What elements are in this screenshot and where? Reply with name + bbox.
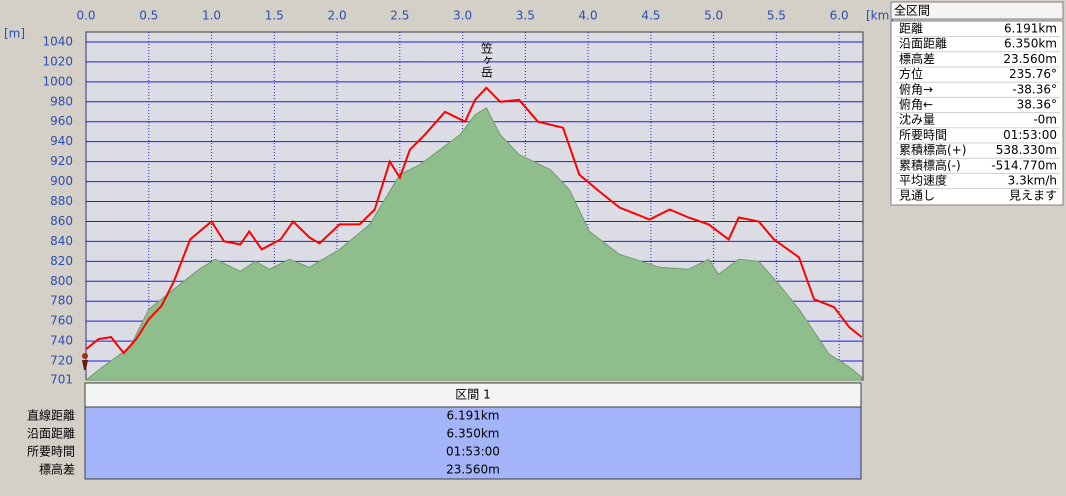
summary-label: 平均速度 bbox=[899, 173, 947, 188]
x-tick-label: 3.5 bbox=[516, 9, 535, 23]
summary-value: 235.76° bbox=[1009, 67, 1057, 81]
summary-label: 方位 bbox=[899, 66, 923, 81]
summary-value: 6.191km bbox=[1004, 22, 1057, 36]
peak-annotation: 笠ヶ岳 bbox=[479, 41, 493, 78]
summary-label: 累積標高(-) bbox=[899, 157, 961, 172]
y-tick-label: 940 bbox=[50, 134, 73, 148]
summary-value: 01:53:00 bbox=[1003, 128, 1057, 142]
summary-value: -514.770m bbox=[991, 158, 1057, 172]
x-tick-label: 1.5 bbox=[265, 9, 284, 23]
summary-value: 23.560m bbox=[1003, 52, 1057, 66]
y-tick-label: 820 bbox=[50, 254, 73, 268]
summary-value: -38.36° bbox=[1012, 82, 1057, 96]
summary-value: 538.330m bbox=[996, 143, 1057, 157]
y-tick-label: 800 bbox=[50, 274, 73, 288]
summary-label: 距離 bbox=[899, 22, 923, 36]
y-tick-label: 900 bbox=[50, 174, 73, 188]
x-tick-label: 5.5 bbox=[767, 9, 786, 23]
x-tick-label: 6.0 bbox=[830, 9, 849, 23]
y-tick-label: 1020 bbox=[42, 54, 73, 68]
x-tick-label: 2.0 bbox=[328, 9, 347, 23]
y-tick-label: 860 bbox=[50, 214, 73, 228]
section-rows: 直線距離 6.191km 沿面距離 6.350km 所要時間 01:53:00 標高差 23.… bbox=[27, 408, 500, 477]
y-tick-label: 960 bbox=[50, 114, 73, 128]
start-marker bbox=[82, 353, 88, 370]
x-tick-label: 5.0 bbox=[704, 9, 723, 23]
section-label: 沿面距離 bbox=[27, 427, 75, 441]
x-tick-label: 4.0 bbox=[579, 9, 598, 23]
y-tick-label: 740 bbox=[50, 334, 73, 348]
summary-label: 沈み量 bbox=[899, 112, 935, 127]
y-unit: [m] bbox=[4, 27, 25, 41]
summary-label: 見通し bbox=[899, 189, 935, 203]
section-body bbox=[84, 406, 862, 480]
summary-value: -0m bbox=[1033, 113, 1057, 127]
x-tick-label: 2.5 bbox=[390, 9, 409, 23]
x-tick-label: 4.5 bbox=[641, 9, 660, 23]
section-value: 23.560m bbox=[446, 463, 500, 477]
section-value: 6.350km bbox=[447, 427, 500, 441]
x-tick-label: 0.0 bbox=[76, 9, 95, 23]
summary-value: 38.36° bbox=[1017, 98, 1057, 112]
summary-value: 6.350km bbox=[1004, 37, 1057, 51]
y-tick-label: 780 bbox=[50, 294, 73, 308]
y-tick-label: 701 bbox=[50, 373, 73, 387]
summary-title: 全区間 bbox=[894, 3, 930, 18]
section-label: 標高差 bbox=[39, 462, 75, 477]
x-unit: [km] bbox=[866, 9, 894, 23]
summary-value: 見えます bbox=[1009, 189, 1057, 203]
summary-rows: 距離 6.191km 沿面距離 6.350km 標高差 23.560m 方位 235.76° 俯… bbox=[896, 22, 1060, 203]
y-tick-label: 980 bbox=[50, 94, 73, 108]
y-tick-label: 1000 bbox=[42, 74, 73, 88]
summary-label: 累積標高(+) bbox=[899, 142, 966, 157]
y-tick-label: 1040 bbox=[42, 34, 73, 48]
section-value: 01:53:00 bbox=[446, 445, 500, 459]
section-label: 所要時間 bbox=[27, 445, 75, 459]
x-tick-label: 1.0 bbox=[202, 9, 221, 23]
y-tick-label: 840 bbox=[50, 234, 73, 248]
y-tick-label: 880 bbox=[50, 194, 73, 208]
summary-label: 所要時間 bbox=[899, 128, 947, 142]
section-label: 直線距離 bbox=[27, 408, 75, 423]
plot bbox=[84, 32, 863, 381]
y-tick-label: 720 bbox=[50, 354, 73, 368]
summary-label: 俯角→ bbox=[899, 81, 933, 96]
section-header: 区間 1 bbox=[455, 388, 490, 402]
summary-title-cell bbox=[890, 1, 1064, 20]
x-tick-label: 0.5 bbox=[139, 9, 158, 23]
summary-label: 俯角← bbox=[899, 97, 933, 112]
summary-label: 沿面距離 bbox=[899, 37, 947, 51]
y-tick-label: 760 bbox=[50, 314, 73, 328]
x-tick-label: 3.0 bbox=[453, 9, 472, 23]
summary-value: 3.3km/h bbox=[1008, 174, 1057, 188]
y-tick-label: 920 bbox=[50, 154, 73, 168]
summary-label: 標高差 bbox=[899, 51, 935, 66]
section-value: 6.191km bbox=[447, 409, 500, 423]
route-line bbox=[85, 86, 863, 355]
terrain-area bbox=[84, 107, 863, 381]
